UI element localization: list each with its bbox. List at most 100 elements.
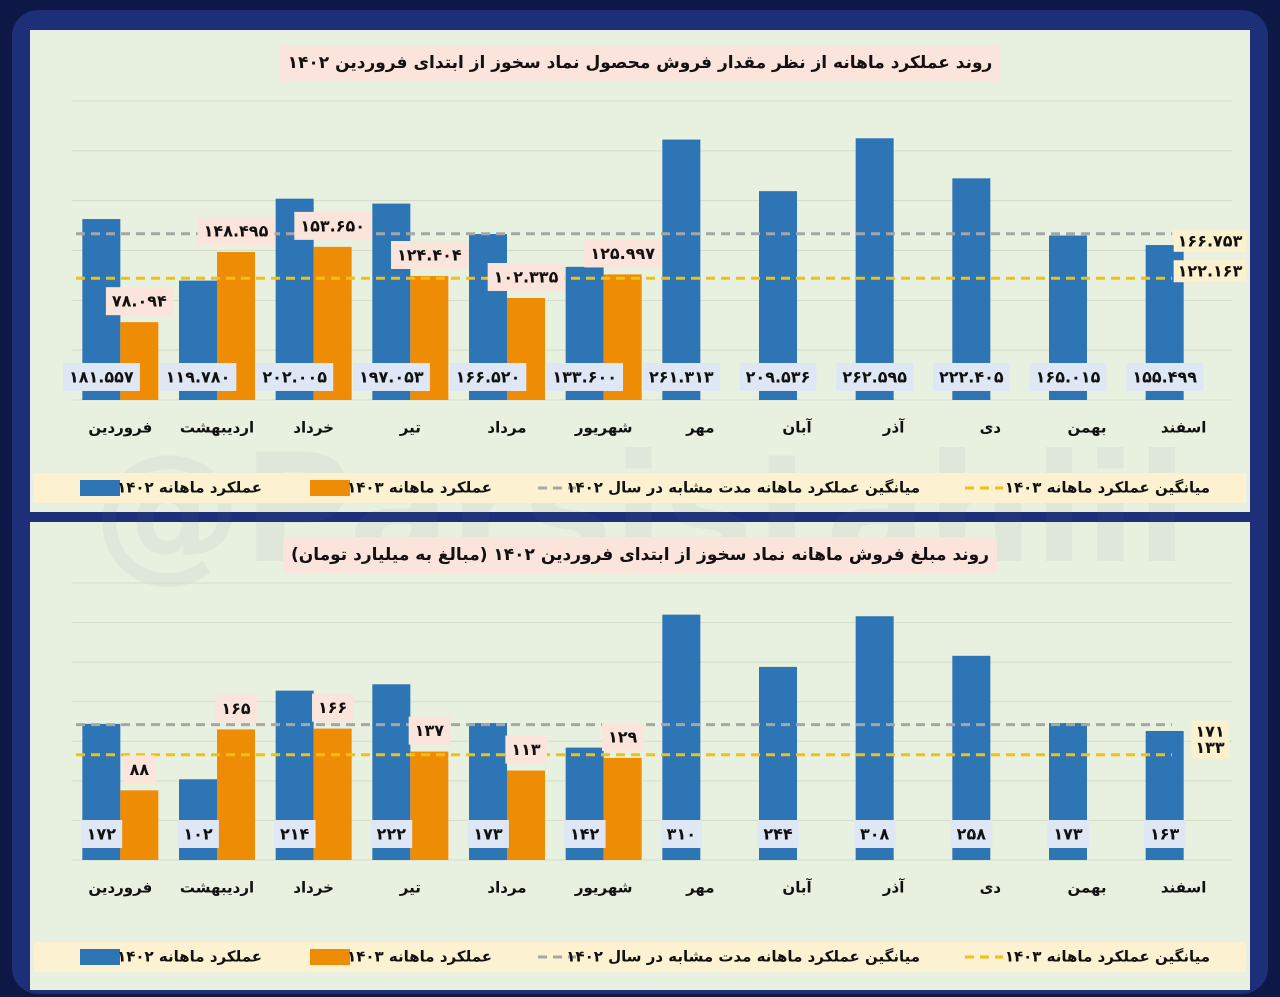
value-label: ۱۲۴.۴۰۴	[397, 246, 462, 265]
value-label-group: ۲۵۸	[950, 820, 993, 848]
value-label-group: ۱۰۲.۳۳۵	[487, 263, 565, 292]
bar	[662, 139, 701, 400]
legend-label: میانگین عملکرد ماهانه مدت مشابه در سال ۱…	[566, 479, 920, 497]
value-label: ۱۶۶	[318, 698, 347, 717]
value-label-group: ۱۴۲	[564, 820, 606, 848]
reference-label-group: ۱۲۲.۱۶۳	[1173, 260, 1247, 283]
value-label-group: ۱۲۴.۴۰۴	[390, 241, 468, 270]
value-label-group: ۱۷۳	[467, 820, 509, 848]
value-label-box	[62, 363, 140, 391]
reference-label: ۱۷۱	[1195, 722, 1224, 741]
value-label: ۱۹۷.۰۵۳	[359, 368, 424, 387]
value-label-box	[159, 363, 237, 391]
reference-label: ۱۶۶.۷۵۳	[1178, 231, 1243, 250]
value-label: ۸۸	[130, 760, 150, 779]
value-label-box	[197, 216, 275, 245]
value-label-box	[256, 363, 334, 391]
value-label: ۲۰۹.۵۳۶	[746, 368, 811, 387]
value-label-box	[467, 820, 509, 848]
chart-title-box	[282, 537, 998, 573]
value-label-box	[602, 722, 644, 751]
legend-label: عملکرد ماهانه ۱۴۰۳	[347, 948, 492, 966]
value-label-group: ۱۸۱.۵۵۷	[62, 363, 140, 391]
bar	[313, 728, 352, 860]
value-label-box	[370, 820, 413, 848]
x-tick-label: دی	[980, 879, 1002, 897]
x-tick-label: بهمن	[1067, 879, 1106, 897]
legend-swatch	[80, 480, 120, 496]
x-tick-label: آبان	[782, 419, 812, 437]
bar	[217, 729, 255, 860]
value-label: ۱۳۳.۶۰۰	[552, 368, 617, 387]
value-label-box	[274, 820, 316, 848]
value-label: ۷۸.۰۹۴	[112, 292, 167, 311]
x-tick-label: فروردین	[88, 419, 152, 437]
legend-label: میانگین عملکرد ماهانه ۱۴۰۳	[1005, 479, 1210, 497]
value-label: ۱۱۳	[511, 740, 541, 759]
x-tick-label: شهریور	[574, 879, 633, 897]
bar	[855, 138, 894, 400]
x-tick-label: مرداد	[487, 419, 526, 437]
reference-label: ۱۳۳	[1195, 738, 1225, 757]
value-label: ۱۶۵.۰۱۵	[1036, 368, 1101, 387]
bar	[603, 757, 642, 860]
value-label-group: ۱۶۶	[312, 693, 354, 722]
value-label-group: ۱۳۷	[408, 716, 451, 745]
x-tick-label: اردیبهشت	[180, 419, 254, 437]
value-label: ۳۱۰	[667, 825, 696, 844]
value-label: ۱۴۲	[570, 825, 600, 844]
value-label-box	[584, 239, 662, 268]
value-label: ۱۵۵.۴۹۹	[1132, 368, 1197, 387]
legend-background	[34, 942, 1246, 972]
value-label-group: ۱۷۳	[1047, 820, 1089, 848]
value-label-box	[408, 716, 451, 745]
value-label-group: ۲۲۲	[370, 820, 413, 848]
value-label-group: ۲۴۴	[757, 820, 799, 848]
chart-title-box	[279, 45, 1001, 81]
value-label: ۱۱۹.۷۸۰	[166, 368, 231, 387]
value-label-group: ۱۶۵	[215, 694, 257, 723]
value-label: ۱۰۲	[183, 825, 213, 844]
reference-label-box	[1173, 260, 1247, 283]
value-label-box	[123, 755, 156, 784]
value-label-box	[950, 820, 993, 848]
value-label-box	[757, 820, 799, 848]
value-label-group: ۱۶۶.۵۲۰	[449, 363, 527, 391]
value-label-group: ۲۲۲.۴۰۵	[932, 363, 1010, 391]
chart-title: روند مبلغ فروش ماهانه نماد سخوز از ابتدا…	[291, 545, 989, 565]
value-label: ۲۴۴	[763, 825, 793, 844]
value-label-box	[294, 211, 372, 240]
bar	[855, 616, 894, 860]
bar	[410, 751, 449, 860]
value-label-group: ۱۲۵.۹۹۷	[584, 239, 662, 268]
value-label: ۱۸۱.۵۵۷	[69, 368, 134, 387]
chart-title: روند عملکرد ماهانه از نظر مقدار فروش محص…	[288, 53, 993, 73]
value-label-group: ۱۵۵.۴۹۹	[1126, 363, 1204, 391]
x-tick-label: مهر	[685, 879, 715, 897]
value-label-group: ۱۷۲	[80, 820, 123, 848]
x-tick-label: خرداد	[293, 419, 334, 437]
value-label-group: ۳۱۰	[660, 820, 702, 848]
value-label-group: ۱۱۳	[505, 735, 547, 764]
value-label-box	[312, 693, 354, 722]
value-label-box	[177, 820, 219, 848]
value-label: ۳۰۸	[860, 825, 890, 844]
reference-label-group: ۱۶۶.۷۵۳	[1173, 229, 1247, 252]
value-label-group: ۲۰۹.۵۳۶	[739, 363, 817, 391]
value-label-group: ۳۰۸	[854, 820, 896, 848]
value-label: ۱۶۵	[221, 699, 251, 718]
value-label-group: ۸۸	[123, 755, 156, 784]
legend-label: میانگین عملکرد ماهانه مدت مشابه در سال ۱…	[566, 948, 920, 966]
bar	[120, 790, 159, 860]
value-label-box	[215, 694, 257, 723]
value-label: ۱۰۲.۳۳۵	[494, 268, 559, 287]
chart-title-group: روند مبلغ فروش ماهانه نماد سخوز از ابتدا…	[282, 537, 998, 573]
value-label: ۲۶۲.۵۹۵	[842, 368, 907, 387]
x-tick-label: آذر	[882, 879, 905, 897]
value-label: ۱۲۹	[608, 727, 638, 746]
reference-label: ۱۲۲.۱۶۳	[1178, 262, 1243, 281]
value-label-box	[105, 287, 174, 316]
value-label-group: ۱۹۷.۰۵۳	[352, 363, 430, 391]
value-label-group: ۱۶۳	[1144, 820, 1186, 848]
value-label-box	[487, 263, 565, 292]
